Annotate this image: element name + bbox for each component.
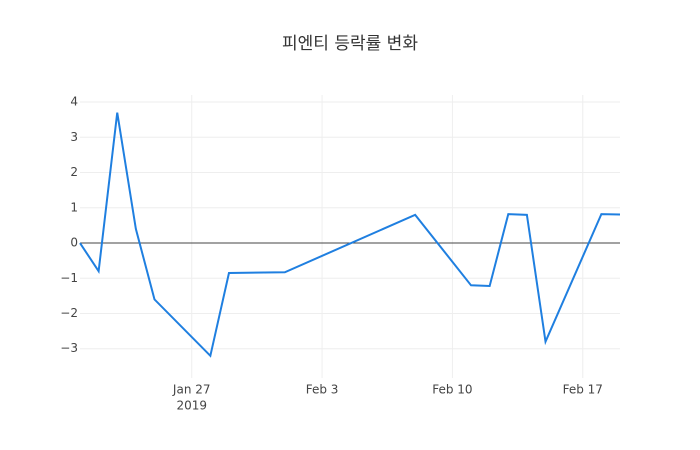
x-tick-label: Feb 10 [432,383,472,397]
y-tick-label: 1 [70,200,78,214]
x-tick-label: Feb 3 [306,383,339,397]
y-tick-label: 3 [70,130,78,144]
y-tick-label: 4 [70,95,78,109]
y-tick-label: 0 [70,236,78,250]
x-year-label: 2019 [176,399,207,413]
y-tick-label: −2 [60,306,78,320]
y-tick-label: −1 [60,271,78,285]
x-tick-label: Feb 17 [563,383,603,397]
y-tick-label: −3 [60,341,78,355]
line [79,112,621,358]
y-tick-label: 2 [70,165,78,179]
chart-title: 피엔티 등락률 변화 [282,34,418,54]
x-tick-label: Jan 27 [172,383,211,397]
